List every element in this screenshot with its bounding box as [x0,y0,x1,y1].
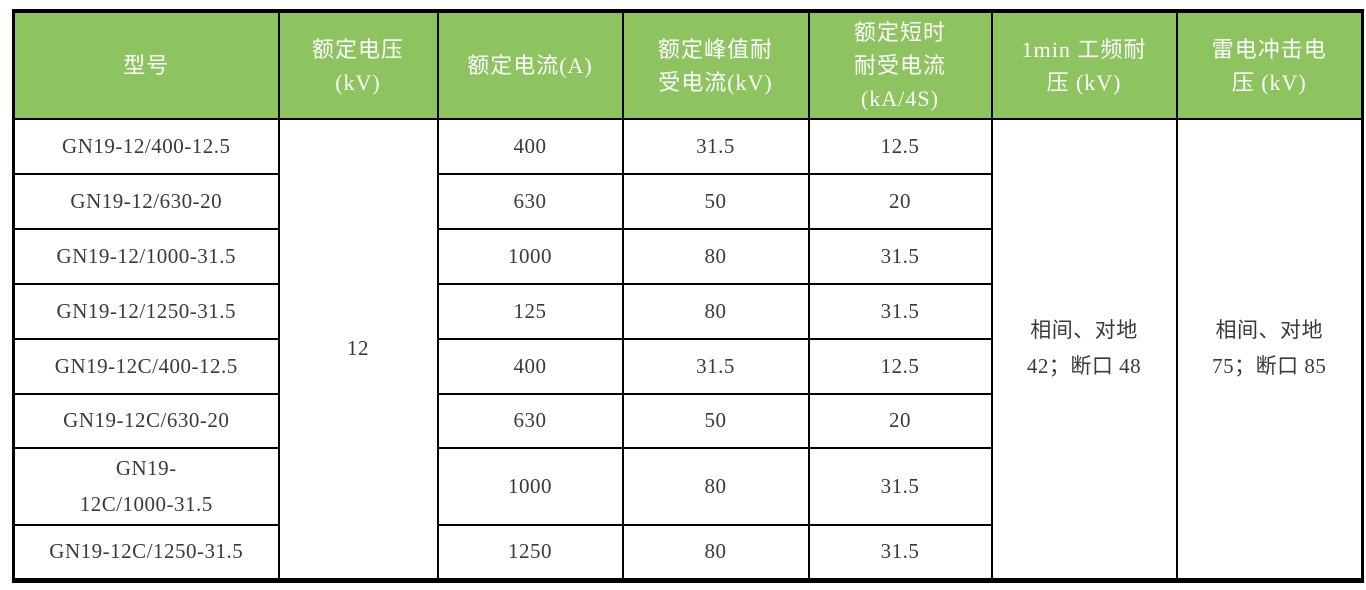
header-rated-voltage: 额定电压 (kV) [277,10,439,120]
peak-current-cell: 50 [621,173,810,230]
short-time-current-cell: 31.5 [807,447,993,526]
peak-current-cell: 80 [621,524,810,581]
current-cell: 1000 [436,228,624,285]
short-time-current-cell: 31.5 [807,228,993,285]
header-short-time-withstand-current: 额定短时 耐受电流 (kA/4S) [807,10,993,120]
model-cell: GN19- 12C/1000-31.5 [12,447,280,526]
header-lightning-impulse: 雷电冲击电 压 (kV) [1175,10,1364,120]
short-time-current-cell: 20 [807,173,993,230]
model-cell: GN19-12C/1250-31.5 [12,524,280,581]
short-time-current-cell: 12.5 [807,338,993,395]
model-cell: GN19-12/400-12.5 [12,118,280,175]
header-power-frequency-withstand: 1min 工频耐 压 (kV) [990,10,1178,120]
peak-current-cell: 80 [621,447,810,526]
power-frequency-merged-cell: 相间、对地 42；断口 48 [990,118,1178,581]
spec-table: 型号 额定电压 (kV) 额定电流(A) 额定峰值耐 受电流(kV) 额定短时 … [12,9,1364,583]
peak-current-cell: 50 [621,393,810,449]
table-row: GN19-12C/400-12.5 400 31.5 12.5 [12,338,1363,395]
header-peak-withstand-current: 额定峰值耐 受电流(kV) [621,10,810,120]
header-rated-current: 额定电流(A) [436,10,624,120]
peak-current-cell: 31.5 [621,118,810,175]
model-cell: GN19-12/1000-31.5 [12,228,280,285]
table-row: GN19-12/1250-31.5 125 80 31.5 [12,283,1363,340]
table-row: GN19-12/630-20 630 50 20 [12,173,1363,230]
current-cell: 1250 [436,524,624,581]
model-cell: GN19-12/1250-31.5 [12,283,280,340]
short-time-current-cell: 31.5 [807,283,993,340]
table-row: GN19- 12C/1000-31.5 1000 80 31.5 [12,447,1363,526]
table-row: GN19-12C/1250-31.5 1250 80 31.5 [12,524,1363,581]
short-time-current-cell: 20 [807,393,993,449]
short-time-current-cell: 12.5 [807,118,993,175]
current-cell: 1000 [436,447,624,526]
table-row: GN19-12/1000-31.5 1000 80 31.5 [12,228,1363,285]
current-cell: 630 [436,393,624,449]
header-row: 型号 额定电压 (kV) 额定电流(A) 额定峰值耐 受电流(kV) 额定短时 … [12,10,1364,120]
header-model: 型号 [12,10,280,120]
peak-current-cell: 31.5 [621,338,810,395]
lightning-impulse-merged-cell: 相间、对地 75；断口 85 [1175,118,1364,581]
peak-current-cell: 80 [621,228,810,285]
current-cell: 400 [436,118,624,175]
table-row: GN19-12/400-12.5 12 400 31.5 12.5 相间、对地 … [12,118,1364,581]
table-row: GN19-12C/630-20 630 50 20 [12,393,1363,449]
short-time-current-cell: 31.5 [807,524,993,581]
model-cell: GN19-12C/630-20 [12,393,280,449]
model-cell: GN19-12/630-20 [12,173,280,230]
peak-current-cell: 80 [621,283,810,340]
current-cell: 125 [436,283,624,340]
current-cell: 400 [436,338,624,395]
model-cell: GN19-12C/400-12.5 [12,338,280,395]
rated-voltage-merged-cell: 12 [277,118,439,581]
current-cell: 630 [436,173,624,230]
